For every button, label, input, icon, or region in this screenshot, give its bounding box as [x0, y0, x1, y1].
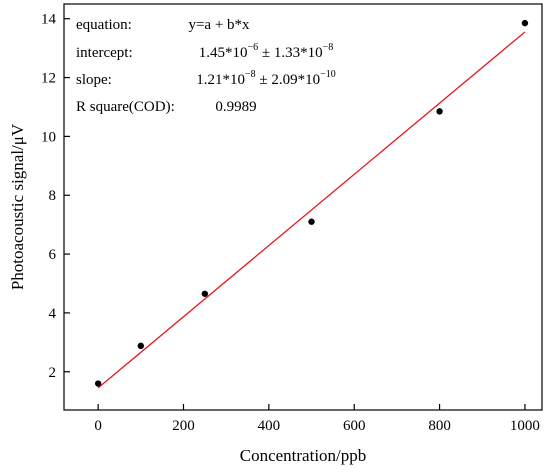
stat-label: intercept:: [76, 45, 133, 61]
fit-statistics: equation: y=a + b*x intercept: 1.45*10−6 ± …: [76, 17, 336, 115]
data-point: [137, 342, 145, 350]
stat-label: equation:: [76, 17, 132, 33]
y-axis-title: Photoacoustic signal/μV: [8, 123, 27, 290]
stat-value-part: ± 2.09*10: [256, 72, 320, 88]
fit-line-segment: [97, 31, 526, 389]
x-tick-label: 0: [94, 418, 102, 434]
stat-value-part: y=a + b*x: [188, 17, 250, 33]
data-points: [94, 19, 529, 387]
data-point: [308, 218, 315, 225]
data-point: [521, 19, 529, 27]
x-tick-label: 600: [343, 418, 366, 434]
x-tick-label: 1000: [510, 418, 540, 434]
y-tick-label: 2: [49, 365, 57, 381]
stat-exponent: −6: [247, 42, 258, 53]
x-tick-label: 200: [172, 418, 195, 434]
x-tick-label: 400: [258, 418, 281, 434]
stat-value: 1.45*10−6 ± 1.33*10−8: [199, 42, 334, 61]
stat-value: 1.21*10−8 ± 2.09*10−10: [196, 69, 336, 88]
stat-value-part: 1.21*10: [196, 72, 245, 88]
y-tick-label: 4: [49, 306, 57, 322]
data-point: [94, 380, 102, 387]
x-axis: 0 200 400 600 800 1000: [94, 404, 540, 434]
x-axis-title: Concentration/ppb: [240, 446, 367, 465]
y-tick-label: 14: [41, 12, 57, 28]
y-axis: 2 4 6 8 10 12 14: [41, 12, 70, 381]
stat-value: y=a + b*x: [188, 17, 250, 33]
y-tick-label: 10: [41, 129, 56, 145]
stat-value: 0.9989: [215, 99, 256, 115]
stat-label: R square(COD):: [76, 99, 175, 115]
stat-value-part: 1.45*10: [199, 45, 248, 61]
y-tick-label: 6: [49, 247, 57, 263]
y-tick-label: 12: [41, 71, 56, 87]
x-tick-label: 800: [428, 418, 451, 434]
stat-value-part: ± 1.33*10: [258, 45, 322, 61]
stat-value-part: 0.9989: [215, 99, 256, 115]
stat-exponent: −8: [245, 69, 256, 80]
fit-line: [97, 31, 526, 389]
data-point: [436, 108, 443, 115]
stat-exponent: −8: [323, 42, 334, 53]
data-point: [201, 290, 209, 297]
y-tick-label: 8: [49, 188, 57, 204]
stat-exponent: −10: [320, 69, 336, 80]
stat-label: slope:: [76, 72, 112, 88]
plot-frame: [63, 3, 543, 411]
